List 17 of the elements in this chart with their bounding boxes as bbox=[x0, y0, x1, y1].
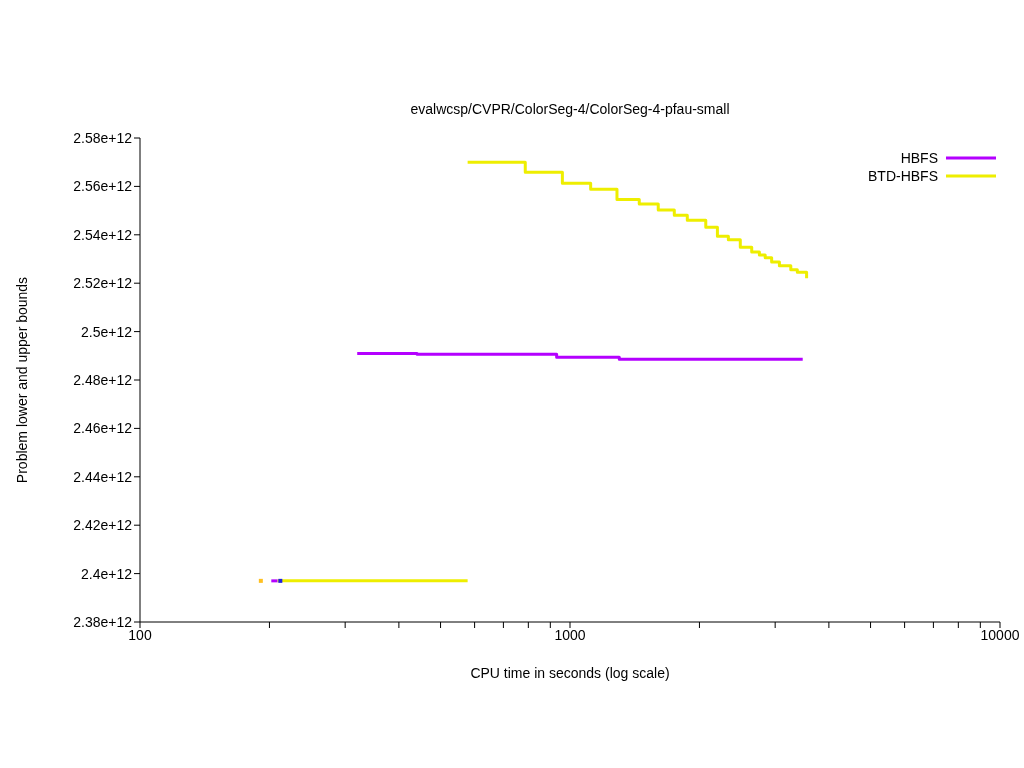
y-tick-label: 2.58e+12 bbox=[73, 129, 133, 146]
y-tick-label: 2.48e+12 bbox=[73, 371, 133, 388]
x-tick-label: 10000 bbox=[980, 626, 1020, 643]
y-tick-label: 2.52e+12 bbox=[73, 275, 133, 292]
y-tick-label: 2.44e+12 bbox=[73, 468, 133, 485]
y-tick-label: 2.5e+12 bbox=[81, 323, 133, 340]
chart-title: evalwcsp/CVPR/ColorSeg-4/ColorSeg-4-pfau-small bbox=[409, 101, 731, 117]
y-tick-label: 2.42e+12 bbox=[73, 517, 133, 534]
legend-label: HBFS bbox=[900, 150, 938, 166]
y-tick-label: 2.4e+12 bbox=[81, 565, 133, 582]
x-tick-label: 1000 bbox=[554, 626, 586, 643]
y-axis-title: Problem lower and upper bounds bbox=[13, 276, 30, 484]
legend-label: BTD-HBFS bbox=[868, 168, 938, 184]
y-tick-label: 2.56e+12 bbox=[73, 178, 133, 195]
x-axis-title: CPU time in seconds (log scale) bbox=[470, 665, 670, 681]
y-tick-label: 2.54e+12 bbox=[73, 226, 133, 243]
y-tick-label: 2.46e+12 bbox=[73, 420, 133, 437]
